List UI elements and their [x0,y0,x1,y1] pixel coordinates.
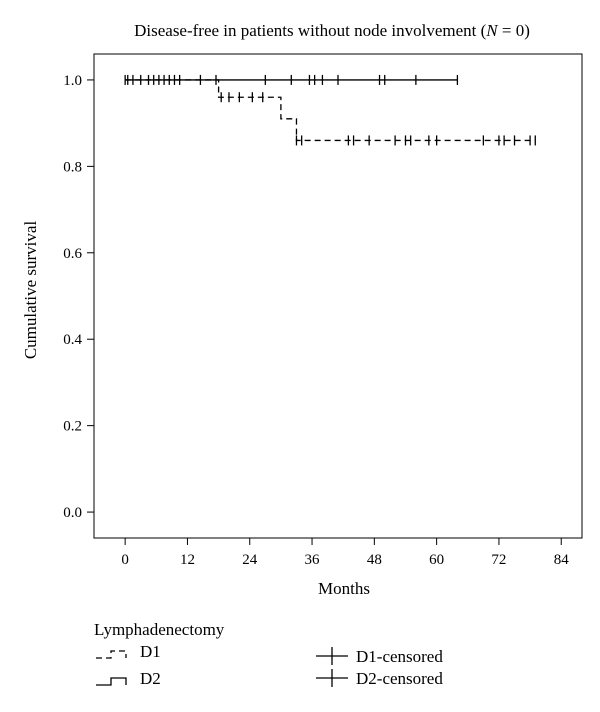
legend-label: D1 [140,642,161,661]
x-tick-label: 24 [242,552,258,568]
y-tick-label: 0.8 [63,159,82,175]
x-tick-label: 36 [305,552,321,568]
legend-title: Lymphadenectomy [94,620,225,639]
x-tick-label: 60 [429,552,444,568]
legend-label: D2 [140,669,161,688]
x-tick-label: 72 [491,552,506,568]
series-d1-curve [125,79,536,142]
series-layer [124,74,536,146]
x-tick-label: 12 [180,552,195,568]
legend-line-swatch [96,650,127,659]
legend-line-swatch [96,677,127,686]
legend-label: D2-censored [356,669,443,688]
plot-frame [93,53,583,539]
legend-label: D1-censored [356,647,443,666]
legend-item-d2: D2 [96,669,161,688]
legend-item-d2-censored: D2-censored [316,669,443,688]
series-d2 [124,74,459,85]
x-tick-label: 0 [121,552,129,568]
x-tick-label: 84 [554,552,570,568]
legend: Lymphadenectomy D1 D2 D1-censored D2-censor… [94,620,443,688]
y-axis-label: Cumulative survival [21,221,40,360]
chart-title: Disease-free in patients without node in… [134,21,530,40]
x-tick-label: 48 [367,552,382,568]
x-axis-label: Months [318,579,370,598]
y-tick-label: 0.2 [63,419,82,435]
series-d1 [125,79,536,146]
y-tick-label: 0.6 [63,246,82,262]
y-tick-label: 0.4 [63,332,82,348]
y-tick-label: 0.0 [63,505,82,521]
axes: 0 12 24 36 48 60 72 84 0.0 0.2 0.4 0.6 0.8 1.0 [63,73,569,568]
legend-item-d1: D1 [96,642,161,661]
y-tick-label: 1.0 [63,73,82,89]
legend-item-d1-censored: D1-censored [316,647,443,666]
